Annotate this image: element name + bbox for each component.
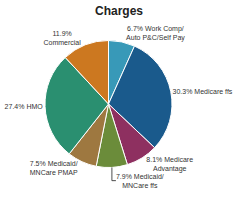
svg-text:27.4% HMO: 27.4% HMO: [5, 103, 44, 110]
svg-text:7.9% Medicaid/MNCare ffs: 7.9% Medicaid/MNCare ffs: [116, 173, 164, 189]
svg-text:Charges: Charges: [95, 4, 143, 18]
svg-text:7.5% Medicaid/MNCare PMAP: 7.5% Medicaid/MNCare PMAP: [30, 160, 78, 176]
svg-text:11.9%Commercial: 11.9%Commercial: [43, 30, 81, 46]
svg-text:30.3% Medicare ffs: 30.3% Medicare ffs: [173, 88, 233, 95]
svg-text:8.1% MedicareAdvantage: 8.1% MedicareAdvantage: [146, 156, 193, 173]
svg-text:6.7% Work Comp/Auto P&C/Self P: 6.7% Work Comp/Auto P&C/Self Pay: [126, 25, 185, 42]
